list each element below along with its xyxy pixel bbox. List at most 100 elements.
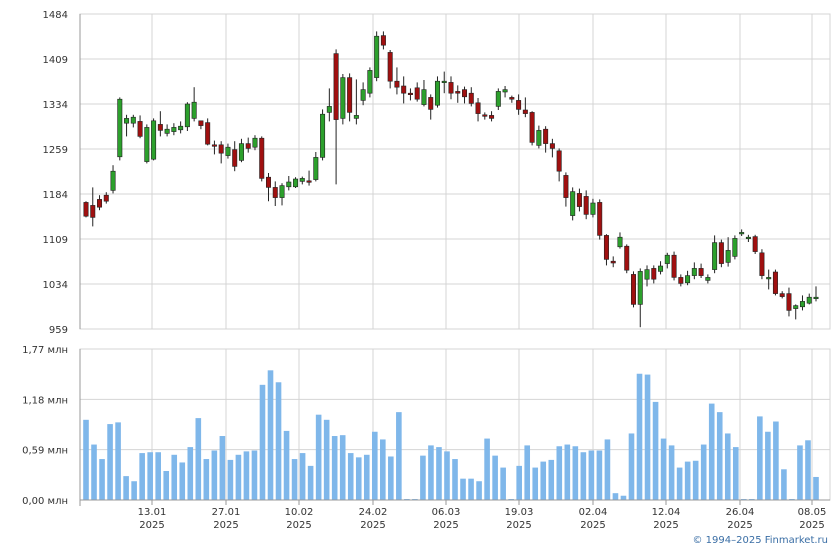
price-tick-label: 1109 <box>43 235 68 246</box>
volume-bar <box>347 453 354 500</box>
volume-bar <box>259 384 266 500</box>
volume-bar <box>476 481 482 500</box>
x-tick-year: 2025 <box>139 520 164 531</box>
volume-bar <box>516 465 522 500</box>
candle-body <box>151 120 157 160</box>
volume-bar <box>283 430 290 500</box>
volume-bar <box>331 436 338 500</box>
candle-body <box>130 116 136 124</box>
volume-bar <box>532 467 539 500</box>
candle-body <box>211 144 217 147</box>
volume-bar <box>131 481 137 500</box>
volume-bar <box>564 444 571 500</box>
candle-body <box>617 236 623 248</box>
candle-body <box>806 296 812 304</box>
volume-bar <box>91 444 97 500</box>
candle-body <box>685 275 691 284</box>
volume-panel: 1,77 млн 1,18 млн 0,59 млн 0,00 млн <box>22 345 831 507</box>
volume-bar <box>652 401 659 500</box>
volume-bar <box>436 447 442 500</box>
price-tick-label: 959 <box>49 325 68 336</box>
volume-bar <box>388 456 394 500</box>
volume-bar <box>155 452 161 500</box>
volume-bar <box>805 440 811 500</box>
candle-body <box>218 144 224 154</box>
price-tick-label: 1259 <box>43 145 68 156</box>
candle-body <box>489 115 495 119</box>
x-tick-year: 2025 <box>653 520 678 531</box>
candle-body <box>739 232 745 235</box>
candle-body <box>651 268 657 280</box>
candle-body <box>293 178 299 188</box>
volume-bar <box>716 412 723 500</box>
x-tick-year: 2025 <box>433 520 458 531</box>
x-tick-year: 2025 <box>360 520 385 531</box>
candle-body <box>793 305 799 309</box>
volume-bar <box>596 450 603 500</box>
candle-body <box>725 250 731 263</box>
volume-bar <box>484 438 490 500</box>
candle-body <box>360 89 366 101</box>
volume-bar <box>123 476 129 500</box>
volume-bar <box>179 462 186 500</box>
volume-bar <box>363 454 370 500</box>
candle-body <box>401 85 407 94</box>
volume-bar <box>524 445 531 500</box>
candle-body <box>320 113 326 158</box>
candle-body <box>509 97 515 100</box>
candle-body <box>570 191 576 216</box>
x-axis: 13.01 2025 27.01 2025 10.02 2025 24.02 2025 06.0… <box>138 500 826 531</box>
candle-body <box>421 89 427 105</box>
volume-bar <box>323 419 330 500</box>
candle-body <box>448 82 454 94</box>
candle-body <box>157 124 163 131</box>
volume-bar <box>813 476 819 500</box>
candle-body <box>387 52 393 82</box>
candle-body <box>414 87 420 100</box>
volume-bar <box>371 431 378 500</box>
candle-body <box>232 149 238 167</box>
volume-bar <box>355 457 362 500</box>
candle-body <box>658 265 664 272</box>
volume-tick-label: 1,77 млн <box>22 345 68 356</box>
candle-body <box>603 235 609 260</box>
volume-bar <box>147 452 153 500</box>
volume-bar <box>644 374 651 500</box>
candle-body <box>597 202 603 236</box>
volume-bar <box>299 453 306 500</box>
candle-body <box>516 100 522 110</box>
volume-bar <box>211 450 218 500</box>
price-panel: 1484 1409 1334 1259 1184 1109 1034 959 <box>43 10 831 336</box>
candle-body <box>759 252 765 276</box>
volume-bar <box>107 424 113 500</box>
candle-body <box>110 170 116 191</box>
volume-bar <box>235 454 242 500</box>
candle-body <box>637 271 643 305</box>
volume-bar <box>692 460 699 500</box>
candle-body <box>712 242 718 270</box>
candle-body <box>624 245 630 271</box>
candle-body <box>184 103 190 128</box>
volume-bar <box>612 493 619 500</box>
volume-bar <box>203 459 210 500</box>
candle-body <box>83 202 89 217</box>
x-tick-year: 2025 <box>799 520 824 531</box>
candle-body <box>590 202 596 215</box>
candle-body <box>772 271 778 294</box>
volume-bar <box>724 433 731 500</box>
candle-body <box>313 157 319 180</box>
candle-body <box>198 120 204 126</box>
candle-body <box>225 146 231 156</box>
volume-bar <box>492 455 498 500</box>
candle-body <box>671 254 677 278</box>
candle-body <box>522 109 528 114</box>
candle-body <box>644 269 650 280</box>
volume-bar <box>139 453 145 500</box>
candle-body <box>238 143 244 161</box>
volume-bar <box>468 478 474 500</box>
price-tick-label: 1034 <box>43 280 68 291</box>
volume-bar <box>115 422 121 500</box>
candle-body <box>428 97 434 110</box>
volume-bar <box>267 370 274 500</box>
candle-body <box>786 293 792 311</box>
